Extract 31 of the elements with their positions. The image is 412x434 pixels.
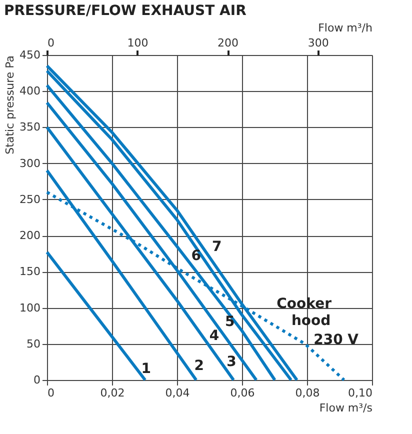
y-tick-label: 450 xyxy=(20,48,40,62)
series-label: 2 xyxy=(194,358,204,374)
series-label: 4 xyxy=(209,328,220,344)
series-label: 3 xyxy=(226,354,236,370)
series-label: 1 xyxy=(141,361,152,377)
y-tick-label: 350 xyxy=(20,120,40,134)
x-tick-label: 0,04 xyxy=(165,386,190,400)
x-tick-label: 0,08 xyxy=(295,386,320,400)
x2-tick-label: 0 xyxy=(48,36,54,50)
x-tick-label: 0 xyxy=(48,386,54,400)
y-axis-title: Static pressure Pa xyxy=(4,56,17,154)
y-tick-label: 100 xyxy=(20,301,40,314)
y-tick-label: 150 xyxy=(20,265,40,278)
x2-tick-label: 200 xyxy=(218,36,239,50)
y-tick-label: 0 xyxy=(34,374,40,386)
chart-title: PRESSURE/FLOW EXHAUST AIR xyxy=(4,3,247,19)
series-label: 5 xyxy=(224,314,235,330)
x2-axis-title: Flow m³/h xyxy=(318,22,373,34)
y-tick-label: 200 xyxy=(20,229,40,242)
x-tick-label: 0,02 xyxy=(100,386,125,400)
x2-tick-label: 100 xyxy=(127,36,148,50)
y-tick-label: 400 xyxy=(20,84,40,98)
y-tick-label: 300 xyxy=(20,156,40,170)
x-tick-label: 0,06 xyxy=(230,386,255,400)
y-tick-label: 250 xyxy=(20,192,40,206)
y-tick-label: 50 xyxy=(26,337,40,350)
series-label: 6 xyxy=(191,248,201,264)
x-axis-title: Flow m³/s xyxy=(319,402,373,414)
x2-tick-label: 300 xyxy=(308,36,329,50)
x-tick-label: 0,10 xyxy=(348,386,372,400)
series-label: 7 xyxy=(212,239,222,255)
